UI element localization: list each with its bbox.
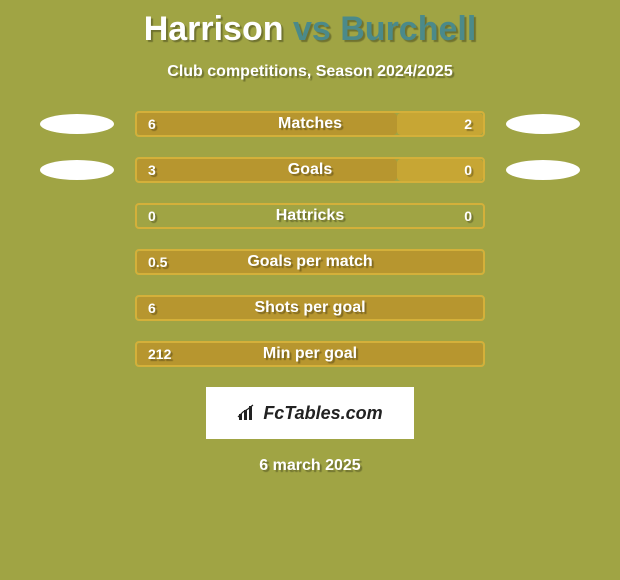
team-badge-left <box>37 113 117 135</box>
team-badge-left <box>37 251 117 273</box>
stat-label: Hattricks <box>137 207 483 225</box>
stat-label: Matches <box>137 115 483 133</box>
stat-bar: 6Shots per goal <box>135 295 485 321</box>
stat-bar: 0.5Goals per match <box>135 249 485 275</box>
team-badge-right <box>503 113 583 135</box>
fctables-logo: FcTables.com <box>206 387 414 439</box>
stat-bar: 212Min per goal <box>135 341 485 367</box>
title-vs: vs <box>293 10 331 48</box>
title-player1: Harrison <box>144 10 284 48</box>
team-badge-left <box>37 297 117 319</box>
team-badge-left <box>37 159 117 181</box>
team-badge-left <box>37 343 117 365</box>
stat-row: 6Shots per goal <box>0 295 620 321</box>
stat-value-right: 0 <box>464 208 472 224</box>
stat-bar: 0Hattricks0 <box>135 203 485 229</box>
stat-label: Min per goal <box>137 345 483 363</box>
logo-text: FcTables.com <box>263 403 382 424</box>
badge-ellipse-icon <box>40 114 114 134</box>
team-badge-left <box>37 205 117 227</box>
subtitle: Club competitions, Season 2024/2025 <box>0 63 620 81</box>
team-badge-right <box>503 205 583 227</box>
stat-label: Shots per goal <box>137 299 483 317</box>
stat-row: 212Min per goal <box>0 341 620 367</box>
stat-row: 0.5Goals per match <box>0 249 620 275</box>
team-badge-right <box>503 297 583 319</box>
comparison-infographic: Harrison vs Burchell Club competitions, … <box>0 0 620 580</box>
chart-icon <box>237 404 259 422</box>
stat-value-right: 0 <box>464 162 472 178</box>
stat-label: Goals <box>137 161 483 179</box>
badge-ellipse-icon <box>506 114 580 134</box>
date-label: 6 march 2025 <box>0 457 620 475</box>
team-badge-right <box>503 251 583 273</box>
team-badge-right <box>503 159 583 181</box>
stat-row: 0Hattricks0 <box>0 203 620 229</box>
page-title: Harrison vs Burchell <box>0 0 620 49</box>
title-player2: Burchell <box>340 10 476 48</box>
stat-value-right: 2 <box>464 116 472 132</box>
stat-bar: 3Goals0 <box>135 157 485 183</box>
stat-row: 6Matches2 <box>0 111 620 137</box>
stat-row: 3Goals0 <box>0 157 620 183</box>
team-badge-right <box>503 343 583 365</box>
stats-container: 6Matches23Goals00Hattricks00.5Goals per … <box>0 111 620 367</box>
stat-label: Goals per match <box>137 253 483 271</box>
badge-ellipse-icon <box>506 160 580 180</box>
stat-bar: 6Matches2 <box>135 111 485 137</box>
badge-ellipse-icon <box>40 160 114 180</box>
